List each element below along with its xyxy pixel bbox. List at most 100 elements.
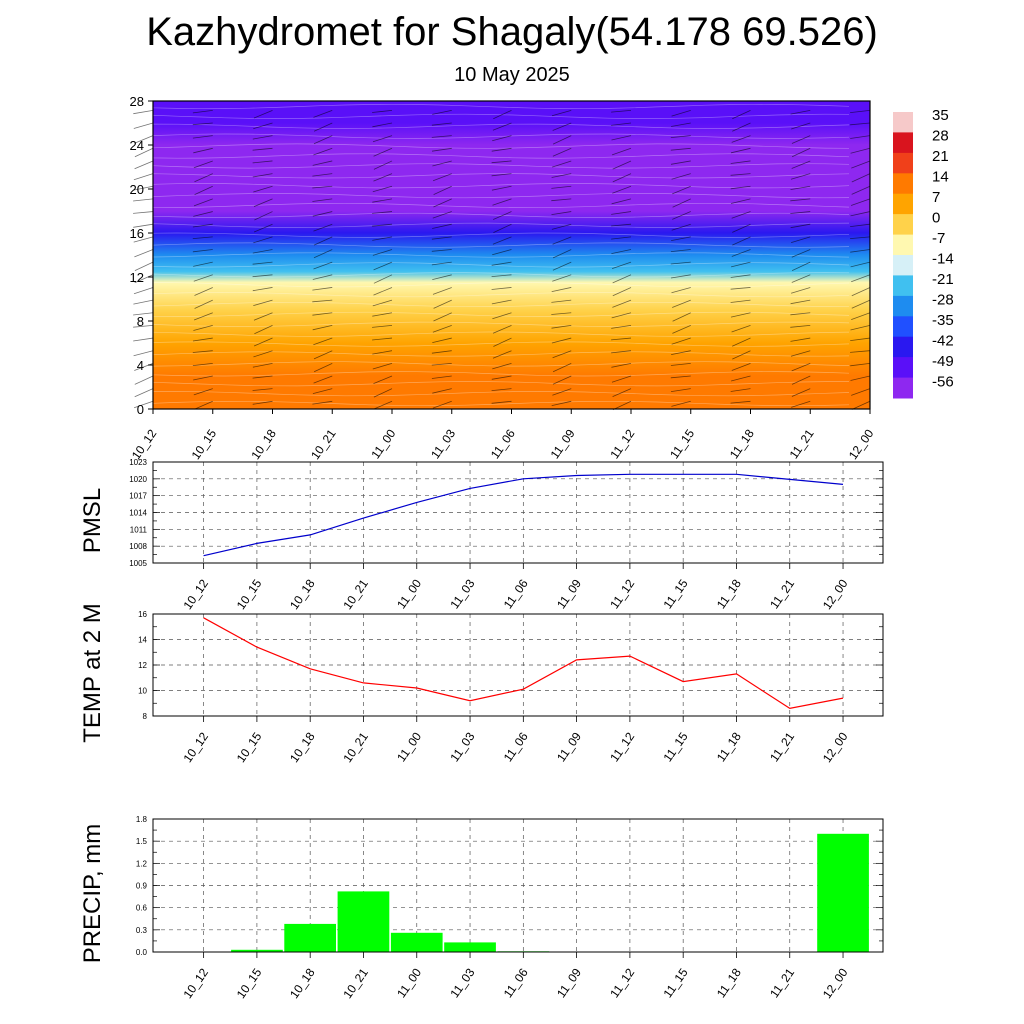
x-tick-label: 10_21 [340,576,371,612]
wind-barb [134,135,154,144]
wind-barb [850,362,871,367]
x-tick-label: 11_09 [554,576,584,611]
wind-barb [133,325,154,328]
x-tick-label: 10_15 [234,576,265,612]
wind-barb [491,185,512,191]
wind-barb [193,198,213,207]
wind-barb [552,388,572,396]
x-tick-label: 10_18 [248,426,279,462]
colorbar-label: -42 [932,333,954,350]
wind-barb [730,287,751,290]
y-tick-label: 10 [138,687,147,696]
wind-barb [492,362,512,370]
y-tick-label: 1017 [129,492,147,501]
y-tick-label: 1011 [130,525,148,534]
wind-barb [373,274,393,284]
wind-barb [134,147,154,158]
wind-barb [193,375,213,381]
wind-barb [253,198,273,207]
wind-barb [670,147,691,151]
wind-barb [851,312,871,320]
wind-barb [791,362,811,372]
colorbar-label: 7 [932,189,940,206]
wind-barb [133,211,154,214]
wind-barb [252,400,273,405]
wind-barb [491,299,512,305]
wind-barb [253,223,273,233]
wind-barb [791,135,811,144]
wind-barb [672,198,691,208]
colorbar-swatch [893,112,913,133]
wind-barb [851,185,871,195]
y-tick-label: 0.0 [136,948,148,957]
wind-barb [133,173,154,181]
wind-barb [134,388,154,398]
wind-barb [611,325,632,329]
wind-barb [252,388,273,391]
wind-barb [431,122,452,126]
x-tick-label: 11_06 [488,426,518,461]
isotherm-line [152,133,850,139]
wind-barb [133,350,154,357]
wind-barb [313,223,333,232]
wind-barb [492,198,512,206]
wind-barb [313,236,333,246]
wind-barb [254,211,273,221]
x-tick-label: 11_21 [767,729,797,764]
x-tick-label: 11_09 [554,965,584,1000]
wind-barb [133,400,154,409]
isotherm-line [152,123,850,129]
x-tick-label: 10_18 [287,965,318,1001]
wind-barb [730,274,751,278]
wind-barb [850,109,871,113]
x-tick-label: 11_06 [501,576,531,611]
wind-barb [491,147,512,152]
x-tick-label: 11_06 [501,965,531,1000]
wind-barb [552,147,572,157]
x-tick-label: 11_03 [447,576,477,611]
wind-barb [551,337,572,344]
y-tick-label: 28 [130,94,144,109]
wind-barb [193,388,213,396]
y-tick-label: 0.3 [136,926,148,935]
wind-barb [493,337,512,347]
wind-barb [731,135,751,143]
wind-barb [133,198,154,202]
colorbar-label: -7 [932,230,945,247]
wind-barb [134,249,154,258]
isotherm-line [152,321,850,327]
wind-barb [791,261,811,271]
wind-barb [193,160,213,169]
wind-barb [193,147,213,154]
wind-barb [671,236,691,241]
wind-barb [431,375,452,379]
x-tick-label: 11_15 [661,576,691,611]
wind-barb [313,350,333,360]
isotherm-line [152,222,850,228]
wind-barb [850,249,871,253]
wind-barb [611,236,632,240]
wind-barb [133,287,154,295]
wind-barb [252,274,273,278]
series-line [203,473,844,557]
wind-barb [252,160,273,164]
wind-barb [612,388,632,397]
colorbar-label: -35 [932,312,954,329]
wind-barb [851,299,871,309]
wind-barb [194,173,213,183]
wind-barb [611,337,632,341]
wind-barb [612,185,632,194]
wind-barb [492,325,512,334]
wind-barb [252,147,273,151]
wind-barb [372,135,393,143]
wind-barb [133,312,154,316]
wind-barb [192,337,213,342]
x-tick-label: 10_21 [340,965,371,1001]
plot-area [153,462,883,563]
wind-barb [312,400,333,405]
wind-barb [253,185,273,193]
colorbar-swatch [893,234,913,256]
wind-barb [313,362,333,373]
wind-barb [133,223,154,228]
wind-barb [253,350,273,358]
